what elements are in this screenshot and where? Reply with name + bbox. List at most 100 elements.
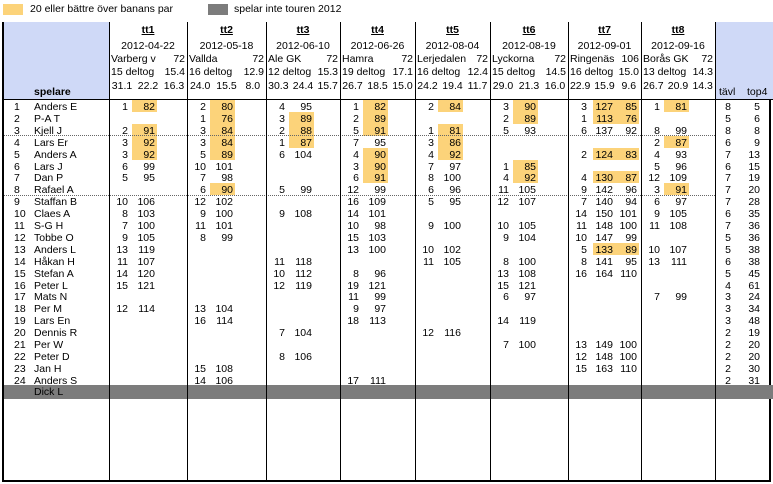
highlight-cell [593, 242, 639, 255]
place-value: 5 [200, 148, 206, 161]
tournament-name: tt2 [220, 24, 233, 36]
place-value: 15 [347, 231, 359, 244]
place-value: 11 [649, 220, 660, 232]
column-divider [490, 22, 491, 482]
score-value: 93 [524, 124, 536, 137]
tournament-rating: 31.1 [111, 80, 133, 92]
place-value: 2 [122, 124, 128, 137]
top4-value: 61 [748, 279, 760, 292]
place-value: 16 [347, 196, 359, 209]
tournament-date: 2012-09-01 [577, 40, 632, 52]
highlight-cell [132, 147, 157, 160]
place-value: 8 [353, 267, 359, 280]
place-value: 8 [503, 255, 509, 268]
place-value: 11 [195, 220, 206, 232]
tavl-count: 3 [725, 303, 731, 316]
player-name: Dan P [34, 172, 64, 185]
score-value: 105 [443, 255, 461, 268]
place-value: 2 [503, 112, 509, 125]
legend-highlight-label: 20 eller bättre över banans par [30, 3, 174, 15]
score-value: 96 [374, 267, 386, 280]
place-value: 10 [422, 243, 434, 256]
score-value: 99 [374, 184, 386, 197]
net-score: 110 [620, 362, 637, 375]
score-value: 91 [374, 124, 386, 137]
tournament-value: 17.1 [392, 66, 413, 78]
top4-value: 8 [754, 124, 760, 137]
tournament-rating: 24.4 [292, 80, 314, 92]
place-value: 4 [353, 148, 359, 161]
score-value: 92 [449, 148, 461, 161]
highlight-cell [363, 123, 388, 136]
player-rank: 4 [14, 136, 20, 149]
highlight-cell [132, 123, 157, 136]
top4-value: 13 [748, 148, 760, 161]
player-name: Dennis R [34, 327, 78, 340]
score-value: 98 [221, 172, 233, 185]
highlight-cell [210, 135, 235, 148]
score-value: 101 [215, 220, 233, 232]
place-value: 8 [279, 350, 285, 363]
tournament-participants: 19 deltog [342, 66, 386, 78]
place-value: 5 [654, 160, 660, 173]
place-value: 15 [194, 362, 206, 375]
place-value: 11 [348, 291, 359, 304]
tournament-value: 15.0 [618, 66, 639, 78]
place-value: 12 [648, 172, 660, 185]
top4-value: 20 [748, 339, 760, 351]
tournament-par: 72 [401, 53, 413, 65]
tournament-date: 2012-06-10 [276, 40, 330, 52]
net-score: 89 [625, 243, 637, 256]
score-value: 114 [138, 303, 155, 316]
tavl-count: 7 [725, 196, 731, 209]
score-value: 104 [518, 231, 536, 244]
highlight-cell [593, 111, 639, 124]
score-value: 96 [449, 184, 461, 197]
player-rank: 2 [14, 112, 20, 125]
player-rank: 11 [14, 220, 25, 232]
top4-value: 45 [748, 267, 760, 280]
tournament-participants: 16 deltog [189, 66, 233, 78]
place-value: 12 [497, 196, 509, 209]
place-value: 4 [428, 148, 434, 161]
player-rank: 14 [14, 255, 26, 268]
tournament-rating: 20.9 [667, 80, 689, 92]
tavl-count: 3 [725, 315, 731, 328]
tournament-rating: 14.3 [692, 80, 713, 92]
place-value: 1 [581, 112, 587, 125]
score-value: 108 [294, 208, 312, 221]
place-value: 8 [122, 208, 128, 221]
score-value: 120 [137, 267, 155, 280]
player-name: Lars Er [34, 136, 68, 149]
score-value: 114 [216, 315, 233, 328]
column-divider [568, 22, 569, 482]
tournament-value: 14.3 [692, 66, 713, 78]
tournament-date: 2012-05-18 [199, 40, 254, 52]
place-value: 9 [503, 231, 509, 244]
place-value: 12 [422, 327, 434, 340]
top4-value: 28 [748, 196, 760, 209]
score-value: 100 [443, 220, 461, 232]
place-value: 3 [200, 124, 206, 137]
place-value: 11 [423, 255, 434, 268]
tournament-participants: 12 deltog [268, 66, 312, 78]
tournament-rating: 29.0 [492, 80, 514, 92]
player-rank: 23 [14, 362, 26, 375]
place-value: 3 [122, 136, 128, 149]
highlight-cell [132, 100, 157, 112]
place-value: 7 [353, 136, 359, 149]
score-value: 106 [215, 374, 233, 387]
player-name: Anders S [34, 374, 78, 387]
score-value: 81 [449, 124, 461, 137]
gross-score: 124 [595, 148, 613, 161]
place-value: 18 [347, 315, 359, 328]
score-value: 107 [669, 243, 687, 256]
score-value: 87 [675, 136, 687, 149]
score-value: 108 [669, 220, 687, 232]
player-rank: 6 [14, 160, 20, 173]
tournament-course: Hamra [342, 53, 374, 65]
place-value: 10 [194, 160, 206, 173]
score-value: 86 [449, 136, 461, 149]
net-score: 85 [625, 101, 637, 113]
gross-score: 130 [595, 172, 613, 185]
